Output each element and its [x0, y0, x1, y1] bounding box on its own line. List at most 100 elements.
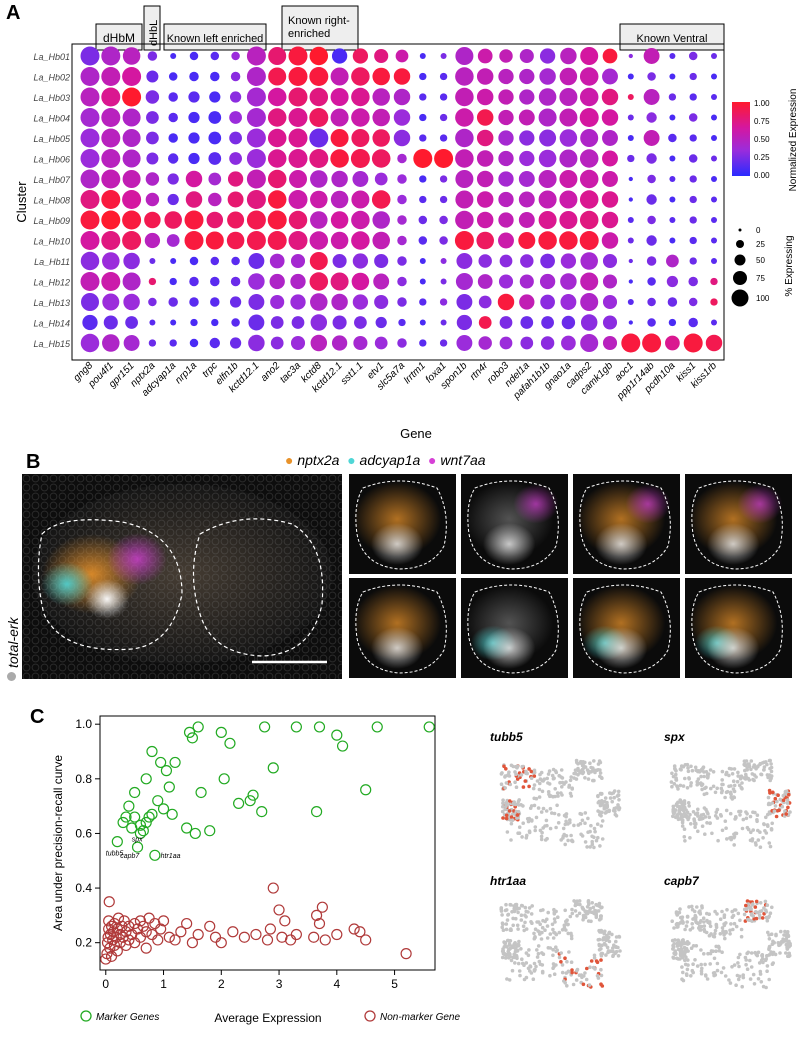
dot	[80, 128, 100, 148]
tsne-point	[705, 810, 709, 814]
tsne-point	[551, 776, 556, 781]
tsne-point	[550, 773, 555, 778]
dot	[434, 149, 454, 168]
dot	[559, 108, 578, 127]
tsne-point	[756, 838, 761, 842]
dot	[288, 46, 308, 66]
tsne-point	[564, 819, 568, 824]
dot	[80, 108, 100, 127]
tsne-point	[611, 949, 615, 954]
dot	[711, 114, 717, 121]
dot	[439, 113, 448, 122]
dot	[351, 210, 370, 230]
dot	[440, 319, 447, 326]
dot	[205, 231, 224, 250]
tsne-point	[718, 917, 723, 921]
tsne-point	[730, 915, 735, 919]
scatter-point	[310, 909, 323, 921]
scatter-point	[140, 926, 152, 938]
dot	[419, 298, 427, 306]
dot	[270, 316, 284, 329]
dot	[498, 68, 514, 85]
tsne-point	[768, 802, 772, 807]
tsne-point	[713, 790, 718, 795]
dot	[190, 318, 198, 327]
tsne-point	[704, 785, 708, 790]
tsne-point	[596, 909, 601, 913]
size-tick: 0	[756, 226, 761, 235]
tsne-point	[600, 819, 605, 823]
dot	[309, 67, 329, 86]
tsne-point	[752, 778, 756, 783]
tsne-point	[569, 775, 573, 779]
tsne-point	[723, 795, 727, 800]
tsne-point	[674, 911, 679, 916]
dot	[330, 67, 349, 86]
dot	[352, 171, 369, 187]
tsne-point	[516, 831, 520, 835]
tsne-point	[546, 910, 550, 915]
tsne-point	[517, 825, 522, 829]
dot	[246, 108, 266, 127]
dot	[647, 174, 656, 184]
tsne-point	[693, 765, 698, 770]
tsne-point	[507, 978, 512, 982]
tsne-point	[556, 915, 560, 919]
tsne-point	[525, 833, 529, 838]
tsne-point	[741, 973, 745, 977]
dot	[145, 90, 160, 104]
scatter-point	[155, 756, 167, 769]
tsne-point	[589, 959, 594, 963]
tsne-point	[681, 978, 686, 983]
gene-label: sst1.1	[339, 360, 366, 387]
tsne-point	[734, 831, 739, 836]
cluster-label: La_Hb08	[33, 196, 70, 206]
tsne-point	[729, 792, 733, 796]
scatter-point	[152, 795, 164, 807]
tsne-point	[767, 933, 771, 937]
dot	[602, 253, 618, 269]
tsne-point	[599, 958, 603, 962]
dot	[397, 338, 407, 348]
tsne-point	[596, 800, 601, 805]
scatter-point	[140, 816, 152, 829]
tsne-point	[540, 789, 545, 794]
dot	[393, 68, 411, 85]
dot	[602, 48, 618, 64]
tsne-point	[504, 922, 509, 926]
tsne-point	[562, 832, 566, 837]
tsne-point	[592, 826, 597, 831]
tsne-point	[578, 902, 582, 907]
dot	[397, 153, 407, 164]
tsne-point	[740, 826, 745, 831]
tsne-point	[522, 928, 526, 933]
tsne-point	[515, 813, 520, 817]
tsne-point	[707, 921, 712, 926]
scatter-point	[400, 948, 412, 960]
tsne-label-spx: spx	[664, 730, 685, 744]
tsne-point	[708, 768, 713, 772]
dot	[269, 253, 285, 269]
tsne-point	[699, 948, 703, 952]
tsne-point	[755, 910, 760, 915]
tsne-point	[581, 760, 585, 765]
tsne-point	[583, 776, 587, 780]
tsne-point	[553, 920, 557, 924]
tsne-point	[680, 824, 685, 828]
scatter-point	[103, 896, 115, 908]
tsne-point	[715, 961, 720, 966]
tsne-point	[765, 903, 770, 907]
dot	[455, 210, 474, 230]
tsne-point	[552, 811, 557, 816]
tsne-point	[686, 949, 690, 953]
scatter-point	[166, 808, 178, 820]
tsne-point	[568, 914, 573, 919]
tsne-point	[699, 928, 703, 932]
dot	[330, 272, 349, 291]
tsne-point	[559, 775, 563, 779]
tsne-point	[577, 899, 582, 903]
dot	[456, 314, 473, 331]
tsne-point	[590, 839, 594, 844]
x-axis-label: Gene	[400, 426, 432, 441]
dot	[439, 175, 448, 183]
